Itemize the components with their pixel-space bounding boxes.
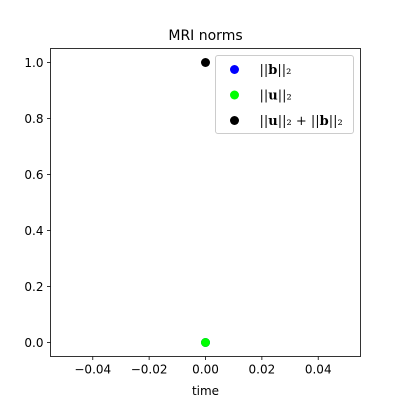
- chart-title: MRI norms: [168, 28, 242, 44]
- x-axis-label: time: [192, 384, 219, 398]
- y-tick-label: 0.4: [24, 224, 43, 238]
- x-tick-label: 0.02: [249, 363, 276, 377]
- legend-marker: [230, 90, 239, 100]
- x-tick-label: −0.04: [74, 363, 111, 377]
- legend-marker: [230, 65, 239, 74]
- data-point-series-3: [201, 58, 210, 67]
- legend-box: [215, 55, 354, 134]
- axes-layer: −0.04 −0.02 0.00 0.02 0.04 0.0 0.2 0.4 0.6 0.8 1.0: [24, 56, 331, 377]
- x-tick-label: 0.04: [305, 363, 332, 377]
- data-point-series-2: [201, 338, 210, 347]
- legend-marker: [230, 116, 239, 125]
- y-tick-label: 0.6: [24, 168, 43, 182]
- legend-entry-label: ||u||₂ + ||b||₂: [260, 114, 343, 129]
- x-tick-label: 0.00: [192, 363, 219, 377]
- marks-layer: [201, 58, 210, 347]
- y-tick-label: 0.0: [24, 336, 43, 350]
- x-tick-label: −0.02: [131, 363, 168, 377]
- legend: ||b||₂ ||u||₂ ||u||₂ + ||b||₂: [215, 55, 354, 134]
- legend-entry-label: ||b||₂: [260, 63, 292, 78]
- y-tick-label: 0.2: [24, 280, 43, 294]
- legend-entry-label: ||u||₂: [260, 89, 292, 104]
- y-tick-label: 1.0: [24, 56, 43, 70]
- y-tick-label: 0.8: [24, 112, 43, 126]
